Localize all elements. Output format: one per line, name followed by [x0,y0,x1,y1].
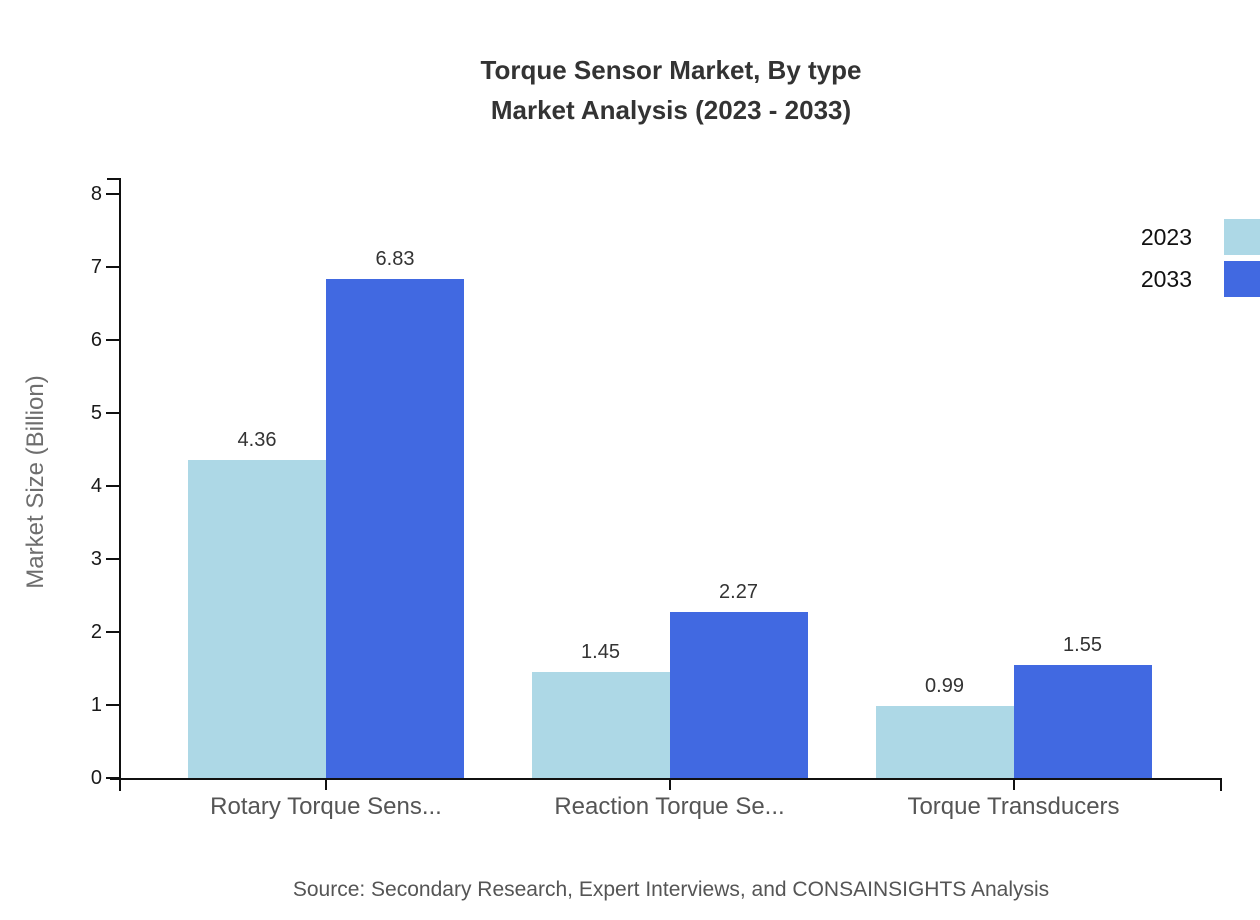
bar-2023-1 [188,459,326,778]
y-tick-label: 8 [90,183,102,205]
x-axis-line [110,778,1222,780]
chart-title: Torque Sensor Market, By type Market Ana… [120,50,1222,130]
source-note: Source: Secondary Research, Expert Inter… [292,878,1050,901]
bar-2023-3 [875,705,1014,778]
bar-value-label: 1.55 [1063,633,1102,656]
y-tick-label: 2 [90,621,102,643]
legend-item-2023: 2023 [1141,219,1260,255]
y-axis-line [119,178,121,791]
bar-2033-3 [1013,664,1152,778]
legend-label: 2023 [1140,223,1192,250]
y-tick-label: 4 [90,475,102,497]
legend-item-2033: 2033 [1141,261,1260,297]
chart-title-line1: Torque Sensor Market, By type [480,55,862,85]
category-label: Reaction Torque Se... [554,793,785,820]
y-tick-mark [106,266,119,268]
y-axis-endcap-tick [107,178,120,180]
bar-2033-1 [326,279,464,778]
x-axis-endcap-tick [1220,778,1222,791]
y-tick-mark [106,339,119,341]
bar-value-label: 4.36 [237,428,277,451]
x-tick-mark [1012,779,1015,790]
y-tick-label: 1 [90,694,102,716]
x-tick-mark [325,779,327,790]
y-tick-label: 6 [90,329,102,351]
x-tick-mark [668,779,671,790]
plot-area: 4.36 6.83 1.45 2.27 0.99 1.55 [120,194,1222,778]
y-tick-label: 7 [90,256,102,278]
chart-title-line2: Market Analysis (2023 - 2033) [490,95,852,125]
bar-2033-2 [669,612,808,778]
bar-value-label: 0.99 [925,674,964,697]
y-tick-mark [106,412,119,414]
y-tick-mark [106,558,119,560]
y-tick-mark [106,777,119,779]
bar-value-label: 2.27 [719,581,758,604]
category-label: Rotary Torque Sens... [210,793,442,820]
y-tick-label: 0 [90,767,102,789]
legend: 2023 2033 [1141,219,1260,297]
legend-label: 2033 [1140,265,1192,292]
y-tick-label: 5 [90,402,102,424]
legend-swatch [1224,261,1260,297]
y-tick-mark [106,193,119,195]
category-label: Torque Transducers [907,793,1120,820]
y-axis-title: Market Size (Billion) [22,375,49,589]
y-tick-mark [106,704,119,706]
y-tick-mark [106,485,119,487]
bar-value-label: 1.45 [581,641,620,664]
legend-swatch [1224,219,1260,255]
y-tick-label: 3 [90,548,102,570]
bar-2023-2 [531,672,670,778]
y-tick-mark [106,631,119,633]
bar-value-label: 6.83 [375,248,415,271]
